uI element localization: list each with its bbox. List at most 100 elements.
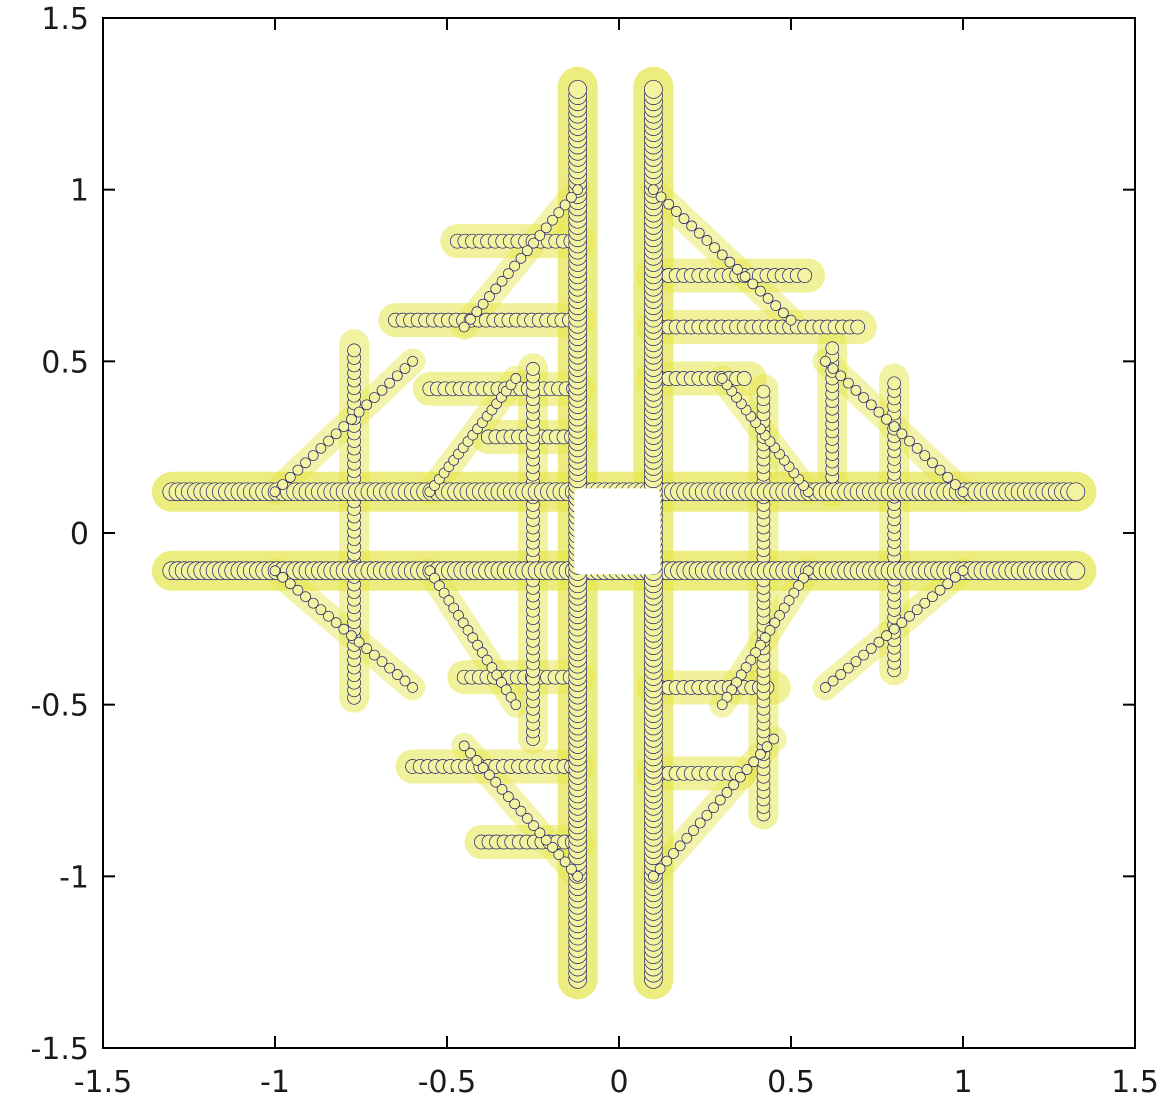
y-tick-label: 0.5 — [41, 345, 89, 380]
data-point — [521, 245, 533, 257]
data-point — [896, 428, 908, 440]
data-point — [572, 184, 584, 196]
data-point — [768, 733, 780, 745]
data-point — [391, 370, 403, 382]
data-point — [491, 669, 503, 681]
data-point — [496, 676, 507, 688]
data-point — [957, 565, 969, 577]
data-point — [477, 762, 489, 773]
data-point — [502, 791, 514, 802]
data-point — [888, 421, 900, 432]
data-point — [547, 841, 558, 853]
data-point — [284, 578, 296, 590]
data-point — [756, 384, 771, 399]
data-point — [904, 435, 915, 447]
x-tick-label: -0.5 — [418, 1065, 477, 1100]
data-point — [835, 669, 847, 680]
data-point — [820, 355, 831, 367]
y-tick-label: -1.5 — [30, 1032, 89, 1067]
data-point — [911, 604, 923, 616]
data-point — [769, 617, 781, 629]
data-point — [788, 587, 800, 599]
data-point — [701, 235, 713, 246]
data-point — [873, 636, 885, 648]
data-point — [919, 597, 931, 609]
data-point — [471, 755, 483, 766]
x-tick-label: -1 — [260, 1065, 290, 1100]
data-point — [534, 827, 546, 839]
data-point — [458, 740, 470, 752]
data-point — [827, 675, 839, 687]
data-point — [644, 80, 663, 99]
data-point — [654, 863, 666, 875]
data-point — [887, 376, 902, 391]
data-point — [1066, 482, 1086, 502]
data-point — [942, 471, 954, 483]
data-point — [292, 584, 304, 596]
data-point — [873, 406, 885, 418]
data-point — [300, 457, 311, 469]
data-point — [269, 486, 281, 498]
data-point — [465, 314, 476, 325]
data-point — [888, 623, 900, 635]
data-point — [668, 848, 679, 859]
data-point — [674, 840, 686, 852]
data-point — [802, 565, 814, 577]
data-point — [572, 870, 584, 882]
data-point — [528, 820, 539, 831]
y-tick-label: 0 — [70, 517, 89, 552]
data-point — [353, 406, 365, 418]
data-point — [934, 464, 946, 476]
data-point — [292, 464, 304, 476]
data-point — [346, 630, 357, 641]
data-point — [353, 636, 365, 648]
x-tick-label: 1 — [953, 1065, 972, 1100]
data-point — [881, 630, 892, 641]
data-point — [850, 656, 862, 667]
data-point — [735, 771, 746, 783]
data-point — [858, 392, 869, 403]
data-point — [490, 776, 502, 788]
data-point — [693, 227, 705, 239]
data-point — [486, 662, 498, 673]
data-point — [770, 300, 782, 311]
data-point — [904, 610, 915, 622]
data-point — [750, 647, 761, 658]
data-point — [284, 471, 296, 483]
data-point — [842, 377, 854, 389]
data-point — [323, 610, 334, 622]
data-point — [783, 595, 795, 606]
data-point — [547, 214, 558, 226]
data-point — [384, 662, 396, 674]
data-point — [500, 684, 512, 696]
data-point — [448, 602, 460, 614]
data-point — [764, 624, 776, 636]
data-point — [934, 584, 946, 596]
data-point — [559, 856, 571, 868]
data-point — [509, 260, 521, 272]
y-tick-label: 1.5 — [41, 2, 89, 37]
data-point — [950, 479, 961, 490]
data-point — [515, 252, 527, 264]
data-point — [825, 341, 840, 356]
data-point — [724, 256, 736, 268]
data-point — [728, 779, 740, 791]
data-point — [277, 571, 288, 583]
data-point — [465, 747, 476, 759]
data-point — [850, 384, 862, 396]
data-point — [407, 355, 418, 367]
data-point — [735, 669, 747, 681]
data-point — [369, 649, 380, 661]
data-point — [277, 479, 288, 490]
data-point — [540, 222, 552, 234]
data-point — [323, 435, 334, 447]
data-point — [741, 764, 753, 775]
data-point — [797, 268, 813, 283]
data-point — [438, 587, 450, 599]
data-point — [553, 849, 565, 860]
data-point — [315, 442, 327, 454]
data-point — [896, 617, 908, 628]
data-point — [739, 271, 751, 282]
data-point — [1066, 561, 1086, 581]
